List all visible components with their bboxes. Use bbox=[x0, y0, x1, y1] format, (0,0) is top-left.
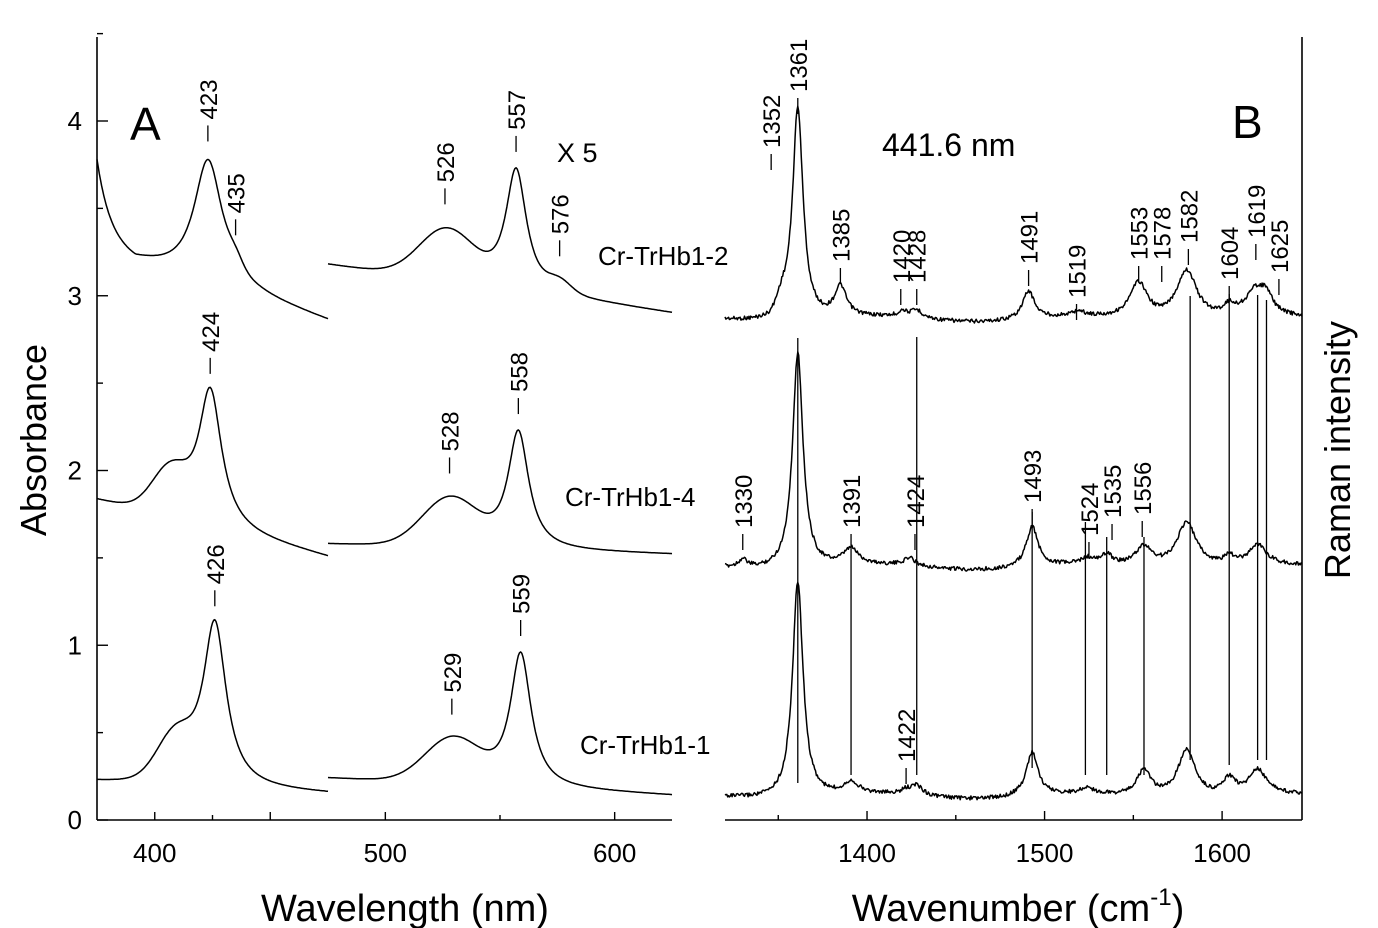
band-label: 1519 bbox=[1065, 245, 1092, 298]
band-label: 1556 bbox=[1130, 462, 1157, 515]
y-tick-label: 1 bbox=[68, 630, 82, 660]
peak-label: 423 bbox=[196, 79, 223, 119]
band-label: 1420 bbox=[889, 230, 916, 283]
series-name: Cr-TrHb1-1 bbox=[580, 730, 710, 760]
peak-label: 435 bbox=[224, 173, 251, 213]
series-name: Cr-TrHb1-4 bbox=[565, 482, 695, 512]
band-label: 1604 bbox=[1217, 227, 1244, 280]
q-band-trace bbox=[327, 167, 673, 314]
x-tick-label: 1400 bbox=[838, 838, 896, 868]
panel-b-x-axis-label-main: Wavenumber (cm bbox=[852, 888, 1150, 928]
panel-b-x-ticks: 1400 1500 1600 bbox=[777, 811, 1251, 868]
peak-label: 576 bbox=[548, 194, 575, 234]
band-label: 1619 bbox=[1244, 185, 1271, 238]
band-label: 1391 bbox=[839, 475, 866, 528]
series-name: Cr-TrHb1-2 bbox=[598, 241, 728, 271]
panel-a-peak-labels: 423 435 526 557 576 424 528 558 426 529 559 bbox=[196, 79, 575, 715]
x-tick-label: 500 bbox=[364, 838, 407, 868]
panel-b-traces bbox=[724, 105, 1303, 801]
soret-trace bbox=[97, 618, 329, 793]
panel-a-x-axis-label: Wavelength (nm) bbox=[261, 888, 549, 928]
band-label: 1424 bbox=[903, 475, 930, 528]
band-label: 1361 bbox=[786, 39, 813, 92]
band-label: 1330 bbox=[731, 475, 758, 528]
band-label: 1385 bbox=[828, 209, 855, 262]
panel-a-y-axis-label: Absorbance bbox=[13, 344, 54, 536]
y-tick-label: 4 bbox=[68, 106, 82, 136]
x-tick-label: 600 bbox=[593, 838, 636, 868]
panel-a-y-ticks: 0 1 2 3 4 bbox=[68, 32, 108, 835]
panel-b-x-axis-label: Wavenumber (cm-1) bbox=[852, 884, 1184, 928]
q-band-trace bbox=[327, 651, 673, 796]
band-label: 1553 bbox=[1127, 207, 1154, 260]
panel-b-y-axis-label: Raman intensity bbox=[1317, 321, 1358, 579]
peak-label: 559 bbox=[509, 574, 536, 614]
peak-label: 557 bbox=[504, 90, 531, 130]
soret-trace bbox=[96, 158, 329, 320]
band-label: 1491 bbox=[1017, 211, 1044, 264]
panel-a-x-ticks: 400 500 600 bbox=[133, 812, 636, 868]
panel-b-excitation-label: 441.6 nm bbox=[882, 127, 1015, 163]
panel-b-letter: B bbox=[1232, 96, 1263, 148]
panel-b-x-axis-label-sup: -1 bbox=[1150, 884, 1171, 911]
x-tick-label: 1600 bbox=[1193, 838, 1251, 868]
band-label: 1578 bbox=[1150, 207, 1177, 260]
y-tick-label: 0 bbox=[68, 805, 82, 835]
peak-label: 528 bbox=[438, 411, 465, 451]
raman-trace bbox=[724, 581, 1303, 801]
soret-trace bbox=[96, 386, 329, 557]
band-label: 1428 bbox=[905, 230, 932, 283]
peak-label: 558 bbox=[506, 352, 533, 392]
band-label: 1582 bbox=[1176, 190, 1203, 243]
x-tick-label: 400 bbox=[133, 838, 176, 868]
q-band-trace bbox=[328, 429, 673, 555]
raman-trace bbox=[724, 105, 1303, 324]
y-tick-label: 3 bbox=[68, 281, 82, 311]
panel-a-traces bbox=[96, 158, 673, 796]
band-label: 1352 bbox=[759, 95, 786, 148]
band-label: 1625 bbox=[1267, 220, 1294, 273]
band-label: 1493 bbox=[1020, 450, 1047, 503]
band-label: 1524 bbox=[1077, 483, 1104, 536]
series-names: Cr-TrHb1-2 Cr-TrHb1-4 Cr-TrHb1-1 bbox=[565, 241, 728, 760]
panel-b-band-lines bbox=[797, 294, 1268, 783]
peak-label: 529 bbox=[440, 653, 467, 693]
peak-label: 424 bbox=[198, 312, 225, 352]
band-label: 1422 bbox=[894, 709, 921, 762]
y-tick-label: 2 bbox=[68, 456, 82, 486]
panel-b-x-axis-label-end: ) bbox=[1172, 888, 1185, 928]
raman-trace bbox=[724, 351, 1303, 572]
panel-a-letter: A bbox=[130, 98, 161, 150]
band-label: 1535 bbox=[1100, 465, 1127, 518]
peak-label: 526 bbox=[433, 142, 460, 182]
x-tick-label: 1500 bbox=[1016, 838, 1074, 868]
peak-label: 426 bbox=[203, 544, 230, 584]
panel-a-scale-annotation: X 5 bbox=[557, 138, 598, 168]
panel-a: 0 1 2 3 4 400 500 600 423 435 526 557 576 424 528 558… bbox=[13, 32, 673, 928]
